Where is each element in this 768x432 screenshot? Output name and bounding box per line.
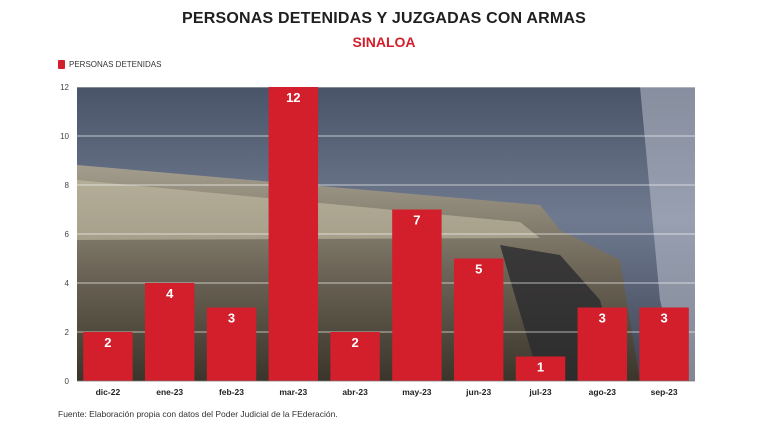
bar-value-label: 4 <box>166 286 174 301</box>
bar-data-labels: 2 4 3 12 2 7 5 1 3 3 <box>104 90 667 375</box>
y-tick-label: 0 <box>65 377 70 386</box>
x-tick-label: jun-23 <box>465 387 491 397</box>
legend-swatch <box>58 60 65 69</box>
bar <box>144 283 195 381</box>
x-tick-label: sep-23 <box>651 387 678 397</box>
y-tick-label: 2 <box>65 328 70 337</box>
bar-value-label: 1 <box>537 360 544 375</box>
chart-title: PERSONAS DETENIDAS Y JUZGADAS CON ARMAS <box>181 10 586 27</box>
bar-value-label: 5 <box>475 262 482 277</box>
x-tick-label: ene-23 <box>156 387 183 397</box>
bar <box>577 307 628 381</box>
bar <box>515 356 566 381</box>
x-tick-label: ago-23 <box>589 387 617 397</box>
bar-value-label: 12 <box>286 90 300 105</box>
x-tick-label: dic-22 <box>96 387 121 397</box>
y-axis-ticks: 0 2 4 6 8 10 12 <box>60 83 69 386</box>
x-axis-ticks: dic-22 ene-23 feb-23 mar-23 abr-23 may-23 jun-… <box>96 387 678 397</box>
y-tick-label: 4 <box>65 279 70 288</box>
x-tick-label: feb-23 <box>219 387 244 397</box>
bar-value-label: 7 <box>413 213 420 228</box>
bar-value-label: 2 <box>351 335 358 350</box>
y-tick-label: 10 <box>60 132 69 141</box>
bar <box>206 307 257 381</box>
bar <box>83 332 133 381</box>
chart-subtitle: SINALOA <box>352 34 416 50</box>
y-tick-label: 8 <box>65 181 70 190</box>
legend: PERSONAS DETENIDAS <box>58 60 161 69</box>
bar-value-label: 3 <box>660 311 667 326</box>
x-tick-label: mar-23 <box>279 387 307 397</box>
y-tick-label: 6 <box>65 230 70 239</box>
y-tick-label: 12 <box>60 83 69 92</box>
bar <box>268 87 319 381</box>
bar-value-label: 3 <box>228 311 235 326</box>
bars <box>83 87 689 381</box>
bar <box>639 307 689 381</box>
x-tick-label: abr-23 <box>342 387 368 397</box>
x-tick-label: may-23 <box>402 387 432 397</box>
x-tick-label: jul-23 <box>528 387 551 397</box>
legend-label: PERSONAS DETENIDAS <box>69 60 162 69</box>
bar <box>392 209 442 381</box>
bar <box>453 258 504 381</box>
bar-value-label: 3 <box>599 311 606 326</box>
source-note: Fuente: Elaboración propia con datos del… <box>58 409 338 419</box>
bar <box>330 332 380 381</box>
bar-value-label: 2 <box>104 335 111 350</box>
